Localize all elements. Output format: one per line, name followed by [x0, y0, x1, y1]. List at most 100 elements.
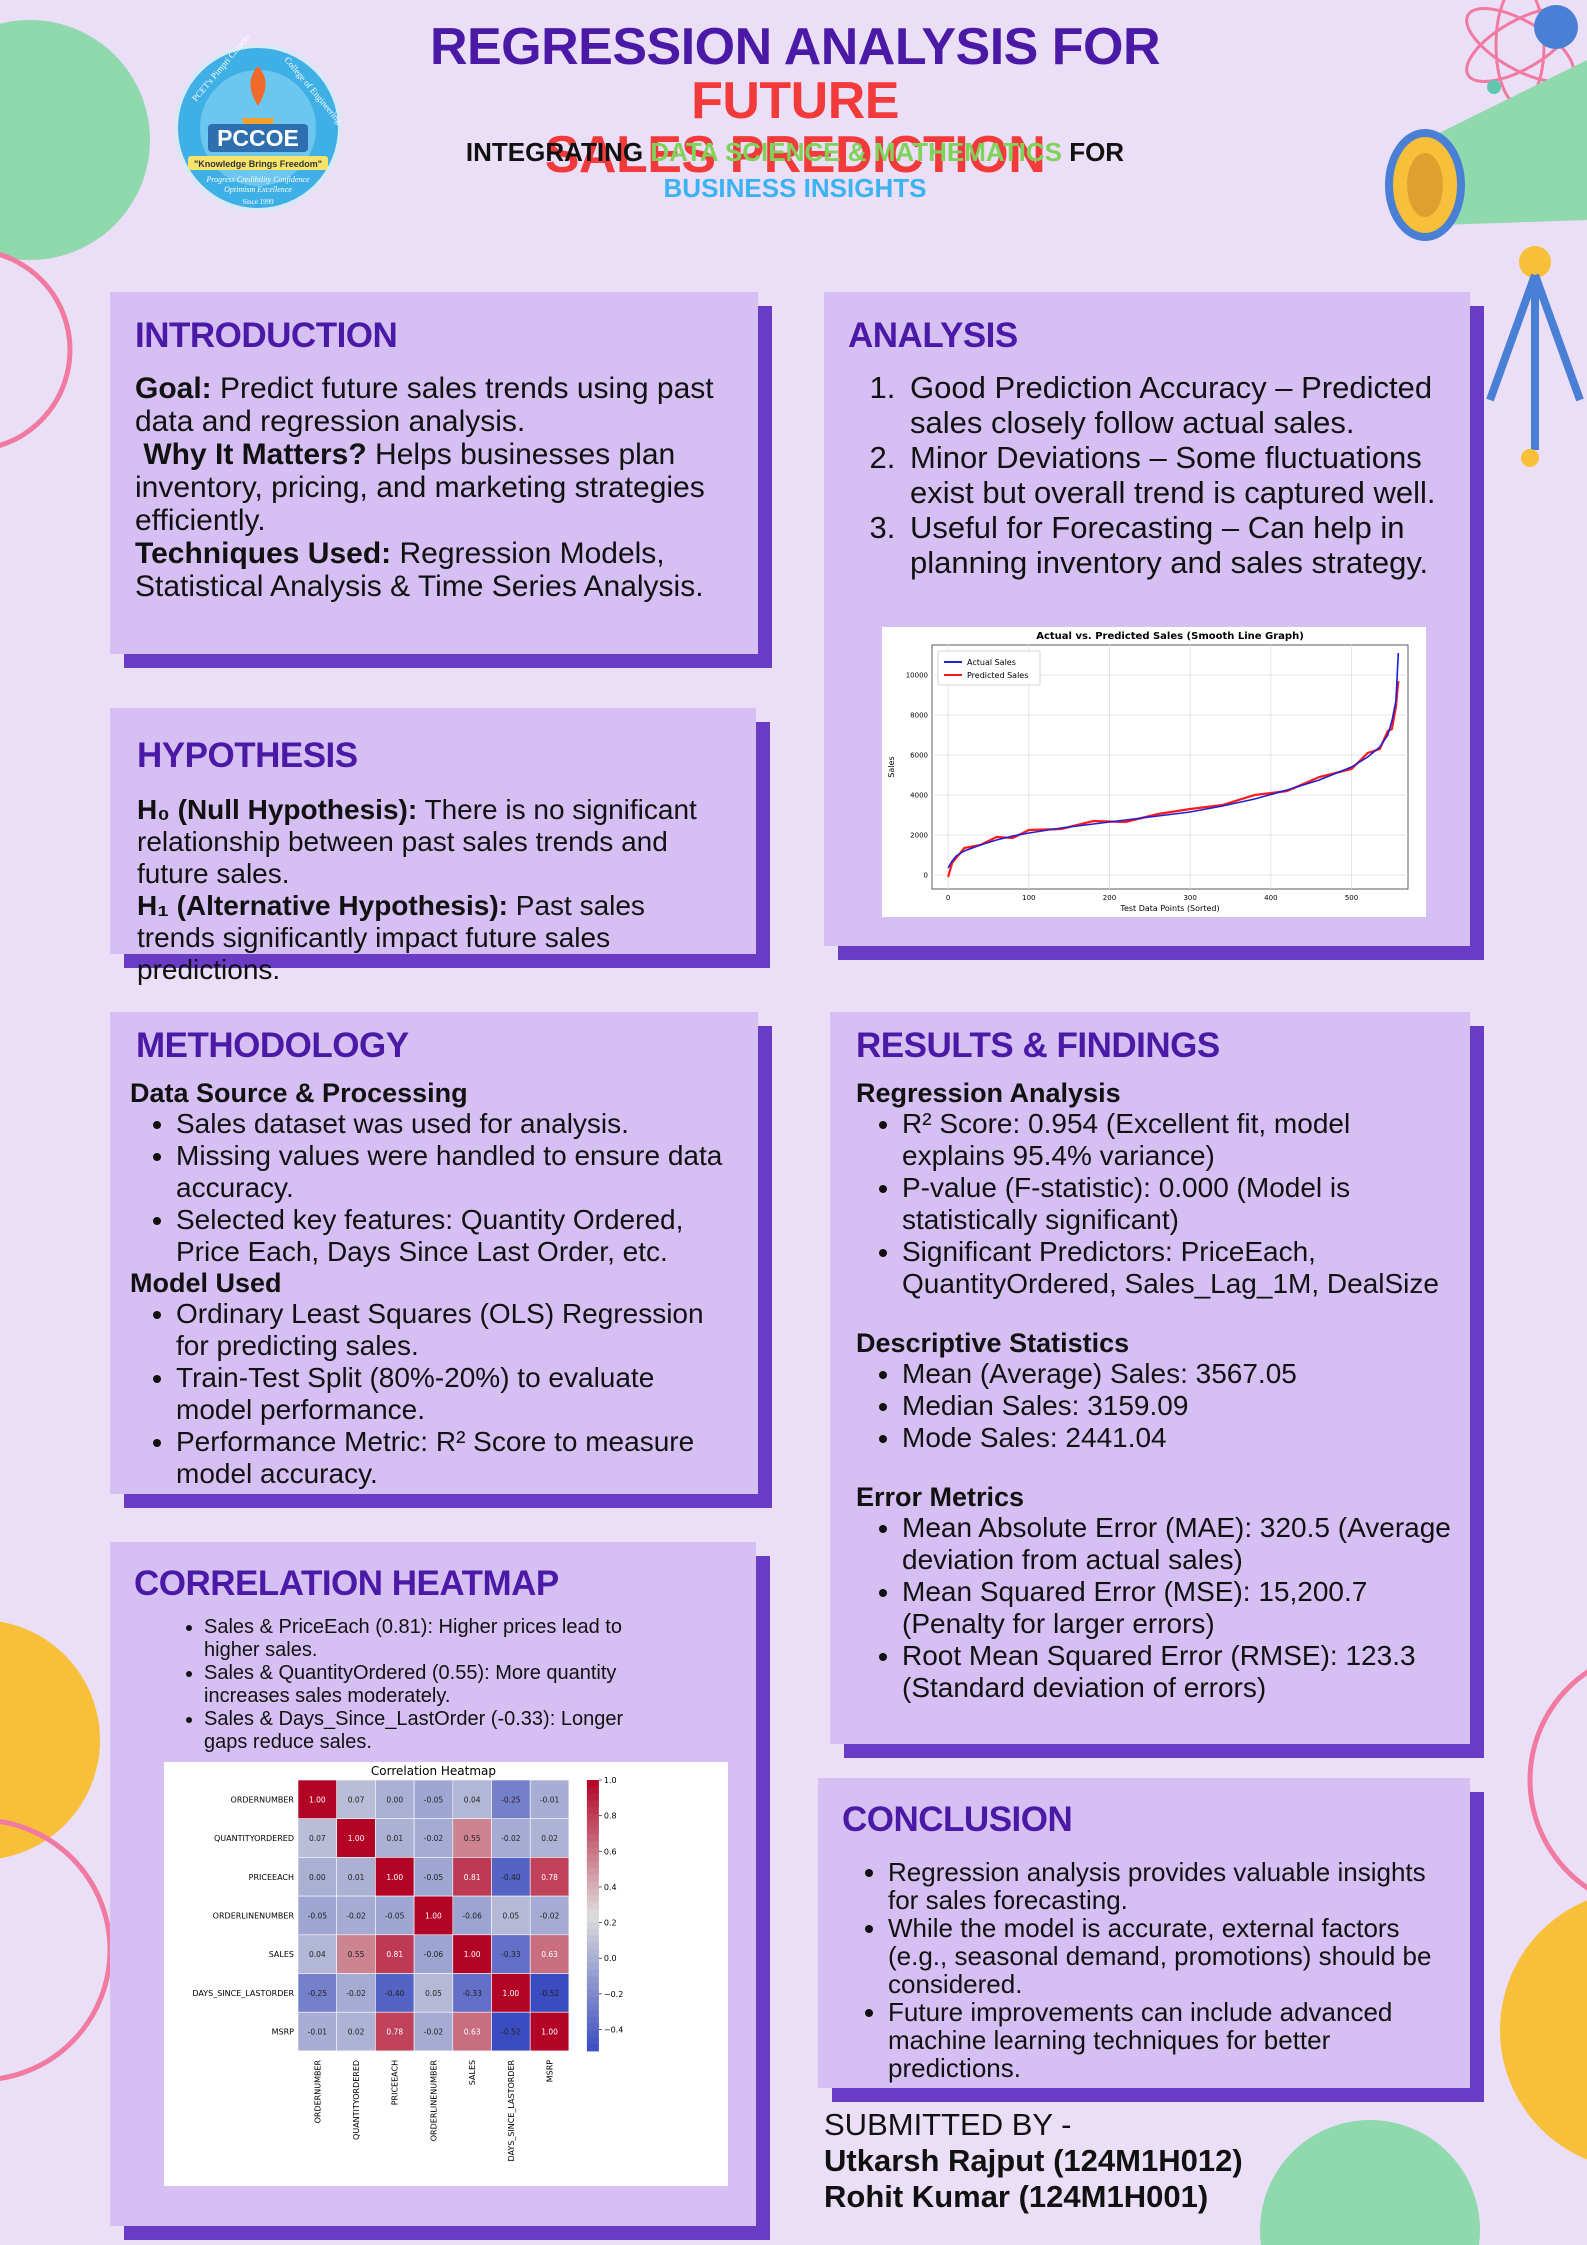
results-list-2: Mean (Average) Sales: 3567.05 Median Sal… — [856, 1358, 1452, 1454]
legend-box — [937, 650, 1041, 686]
heatmap-row-label: MSRP — [272, 2028, 295, 2037]
methodology-list-1: Sales dataset was used for analysis. Mis… — [130, 1108, 738, 1268]
heatmap-cell — [336, 1895, 376, 1936]
heatmap-cell-value: 0.81 — [464, 1873, 481, 1882]
heatmap-col-label: SALES — [468, 2060, 477, 2085]
y-tick-label: 6000 — [910, 752, 928, 760]
heatmap-cell-value: -0.02 — [424, 1834, 444, 1843]
colorbar-segment — [586, 1780, 599, 1788]
colorbar-tick-label: 0.4 — [604, 1883, 617, 1892]
poster-subtitle: INTEGRATING DATA SCIENCE & MATHEMATICS F… — [330, 134, 1260, 206]
results-list-3: Mean Absolute Error (MAE): 320.5 (Averag… — [856, 1512, 1452, 1704]
heatmap-cell-value: 1.00 — [541, 2028, 558, 2037]
list-item: Future improvements can include advanced… — [888, 1998, 1446, 2082]
series-line-actual-sales — [947, 652, 1400, 869]
heatmap-heading: CORRELATION HEATMAP — [134, 1564, 559, 1603]
hypothesis-body: H₀ (Null Hypothesis): There is no signif… — [137, 794, 730, 986]
why-text: Helps businesses plan inventory, pricing… — [135, 438, 705, 537]
colorbar-segment — [586, 1935, 599, 1944]
logo-tagline-1: Progress Credibility Confidence — [205, 175, 310, 184]
heatmap-cell-value: 1.00 — [348, 1834, 365, 1843]
y-tick-label: 2000 — [910, 832, 928, 840]
introduction-heading: INTRODUCTION — [135, 316, 398, 355]
heatmap-cell — [413, 2011, 454, 2052]
list-item: P-value (F-statistic): 0.000 (Model is s… — [902, 1172, 1452, 1236]
colorbar-segment — [586, 1881, 599, 1889]
list-item: Train-Test Split (80%-20%) to evaluate m… — [176, 1362, 738, 1426]
poster-title: REGRESSION ANALYSIS FOR FUTURE SALES PRE… — [330, 20, 1260, 182]
colorbar-segment — [586, 1827, 599, 1835]
methodology-sub-data-source: Data Source & Processing — [130, 1078, 468, 1108]
subtitle-part-4: BUSINESS INSIGHTS — [663, 173, 927, 203]
heatmap-row-label: PRICEEACH — [249, 1873, 294, 1882]
heatmap-cell — [336, 1973, 376, 2013]
heatmap-cell — [529, 1895, 570, 1936]
results-list-1: R² Score: 0.954 (Excellent fit, model ex… — [856, 1108, 1452, 1300]
heatmap-cell — [375, 1895, 415, 1936]
heatmap-cell — [413, 1934, 454, 1974]
heatmap-cell — [491, 1818, 531, 1858]
heatmap-cell-value: 1.00 — [386, 1873, 403, 1882]
heatmap-cell-value: 0.55 — [464, 1834, 481, 1843]
list-item: While the model is accurate, external fa… — [888, 1914, 1446, 1998]
heatmap-chart: Correlation Heatmap 1.00 0.07 0.00 -0.05 0.04… — [192, 1764, 623, 2162]
heatmap-row-label: SALES — [269, 1950, 294, 1959]
deco-yellow-circle-right — [1500, 1900, 1587, 2160]
h0-text: There is no significant relationship bet… — [137, 794, 697, 889]
colorbar-tick-label: 0.0 — [604, 1954, 617, 1963]
conclusion-panel: CONCLUSION Regression analysis provides … — [818, 1778, 1470, 2088]
heatmap-cell — [297, 1934, 338, 1974]
colorbar-segment — [586, 2010, 599, 2018]
results-heading: RESULTS & FINDINGS — [856, 1026, 1220, 1065]
heatmap-cell — [529, 1973, 570, 2013]
plot-area — [931, 644, 1409, 890]
heatmap-cell-value: -0.40 — [385, 1989, 405, 1998]
colorbar-segment — [586, 1834, 599, 1842]
colorbar-segment — [586, 1908, 599, 1916]
colorbar-segment — [586, 1786, 599, 1795]
heatmap-cell-value: 0.07 — [348, 1795, 365, 1804]
x-tick-label: 500 — [1345, 894, 1358, 902]
heatmap-cell — [491, 1779, 531, 1820]
colorbar-segment — [586, 1942, 599, 1950]
why-label: Why It Matters? — [143, 438, 367, 471]
techniques-label: Techniques Used: — [135, 537, 392, 570]
list-item: Root Mean Squared Error (RMSE): 123.3 (S… — [902, 1640, 1452, 1704]
colorbar-segment — [586, 2037, 599, 2045]
analysis-heading: ANALYSIS — [848, 316, 1018, 355]
results-panel: RESULTS & FINDINGS Regression Analysis R… — [830, 1012, 1470, 1744]
chart-title: Actual vs. Predicted Sales (Smooth Line … — [1036, 631, 1304, 642]
colorbar-segment — [586, 1854, 599, 1862]
h0-label: H₀ (Null Hypothesis): — [137, 794, 418, 825]
list-item: Sales dataset was used for analysis. — [176, 1108, 738, 1140]
analysis-item: Minor Deviations – Some fluctuations exi… — [904, 440, 1446, 510]
hypothesis-heading: HYPOTHESIS — [137, 736, 358, 775]
heatmap-col-label: PRICEEACH — [391, 2060, 400, 2105]
colorbar-segment — [586, 1962, 599, 1971]
heatmap-cell-value: -0.40 — [501, 1873, 521, 1882]
heatmap-row-label: ORDERNUMBER — [231, 1795, 295, 1804]
y-tick-label: 4000 — [910, 792, 928, 800]
deco-telescope-icon — [1385, 60, 1587, 467]
deco-green-circle-topleft — [0, 20, 150, 260]
heatmap-cell — [375, 1934, 415, 1974]
heatmap-cell — [452, 1857, 492, 1897]
colorbar-segment — [586, 1956, 599, 1964]
heatmap-cell — [413, 1779, 454, 1820]
heatmap-cell — [491, 1934, 531, 1974]
colorbar-segment — [586, 1847, 599, 1855]
colorbar-segment — [586, 1807, 599, 1815]
heatmap-title: Correlation Heatmap — [371, 1764, 496, 1778]
list-item: R² Score: 0.954 (Excellent fit, model ex… — [902, 1108, 1452, 1172]
colorbar-segment — [586, 1840, 599, 1849]
subtitle-part-3: FOR — [1061, 137, 1125, 167]
heatmap-cell-value: -0.02 — [424, 2028, 444, 2037]
heatmap-cell-value: -0.06 — [424, 1950, 444, 1959]
list-item: Regression analysis provides valuable in… — [888, 1858, 1446, 1914]
heatmap-cell — [297, 1857, 338, 1897]
title-part-1: REGRESSION ANALYSIS FOR — [429, 18, 1161, 76]
logo-text: PCCOE — [217, 125, 299, 151]
results-sub-error: Error Metrics — [856, 1482, 1025, 1512]
deco-yellow-circle-left — [0, 1621, 100, 1859]
